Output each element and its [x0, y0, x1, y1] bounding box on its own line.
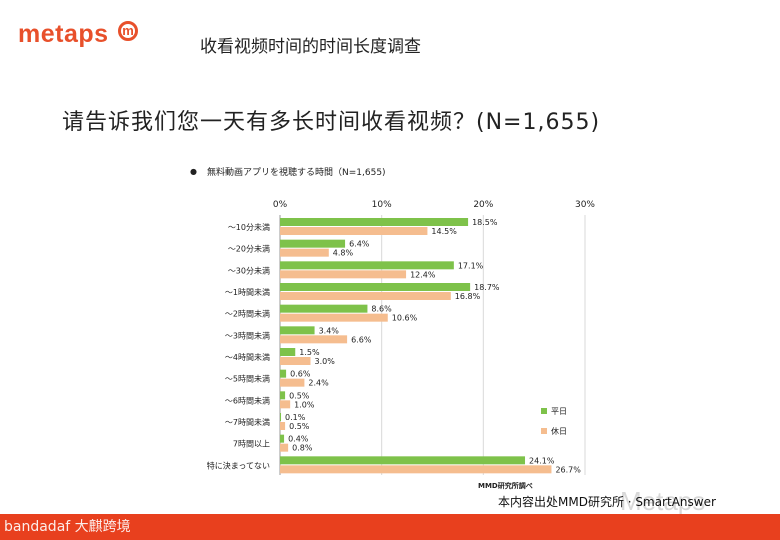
category-label: ～30分未満 — [228, 265, 270, 275]
bar-holiday — [280, 270, 407, 279]
bar-chart: ● 無料動画アプリを視聴する時間（N=1,655) 0% 10% 20% 30% 18… — [190, 166, 596, 490]
bar-holiday — [280, 335, 348, 344]
bar-weekday — [280, 326, 315, 335]
category-label: ～10分未満 — [228, 222, 270, 232]
legend-swatch — [541, 428, 547, 434]
category-label: ～1時間未満 — [225, 287, 270, 297]
data-label: 0.8% — [292, 444, 313, 453]
category-label: ～7時間未満 — [225, 417, 270, 427]
data-label: 4.8% — [333, 249, 354, 258]
category-labels: ～10分未満 ～20分未満 ～30分未満 ～1時間未満 ～2時間未満 ～3時間未満 ～4時間… — [207, 222, 270, 470]
source-note: 本内容出处MMD研究所 · SmartAnswer — [498, 495, 716, 509]
data-label: 16.8% — [455, 292, 481, 301]
chart-bars: 18.5% 14.5% 6.4%4.8% 17.1% 12.4% 18.7%16.8% 8.… — [280, 218, 581, 474]
bar-weekday — [280, 369, 287, 378]
data-label: 24.1% — [529, 456, 555, 465]
bar-holiday — [280, 227, 428, 235]
bar-weekday — [280, 283, 471, 291]
bar-weekday — [280, 261, 454, 270]
data-label: 17.1% — [458, 261, 484, 270]
bar-weekday — [280, 304, 368, 313]
footer-bar — [0, 514, 780, 540]
survey-question: 请告诉我们您一天有多长时间收看视频？(N=1,655) — [62, 110, 601, 135]
data-label: 0.4% — [288, 435, 309, 444]
bar-weekday — [280, 434, 285, 443]
data-label: 6.4% — [349, 240, 370, 249]
x-axis-ticks: 0% 10% 20% 30% — [273, 200, 596, 210]
bar-holiday — [280, 400, 291, 409]
metaps-logo: metaps — [18, 20, 109, 48]
data-label: 26.7% — [555, 465, 581, 474]
footer-brand: bandadaf 大麒跨境 — [4, 519, 131, 535]
data-label: 3.0% — [315, 357, 336, 366]
bar-weekday — [280, 239, 346, 248]
data-label: 12.4% — [410, 270, 436, 279]
bar-holiday — [280, 378, 305, 387]
category-label: ～3時間未満 — [225, 330, 270, 340]
data-label: 6.6% — [351, 335, 372, 344]
category-label: ～5時間未満 — [225, 374, 270, 384]
bar-weekday — [280, 218, 469, 226]
category-label: ～6時間未満 — [225, 395, 270, 405]
data-label: 18.7% — [474, 283, 500, 292]
bar-holiday — [280, 465, 552, 474]
watermark: Metaps — [620, 486, 706, 516]
x-tick-label: 10% — [372, 200, 392, 210]
bar-holiday — [280, 357, 311, 365]
slide-title: 收看视频时间的时间长度调查 — [200, 37, 421, 57]
data-label: 18.5% — [472, 218, 498, 227]
x-tick-label: 20% — [473, 200, 493, 210]
bar-holiday — [280, 313, 388, 322]
data-label: 1.0% — [294, 400, 315, 409]
data-label: 0.1% — [285, 413, 306, 422]
category-label: ～20分未満 — [228, 244, 270, 254]
x-tick-label: 30% — [575, 200, 595, 210]
data-label: 3.4% — [319, 326, 340, 335]
category-label: ～2時間未満 — [225, 309, 270, 319]
data-label: 0.6% — [290, 370, 311, 379]
data-label: 8.6% — [371, 305, 392, 314]
data-label: 10.6% — [392, 314, 418, 323]
bar-holiday — [280, 443, 289, 452]
data-label: 1.5% — [299, 348, 320, 357]
data-label: 0.5% — [289, 391, 310, 400]
bar-weekday — [280, 348, 296, 356]
chart-title-bullet: ● — [190, 167, 197, 176]
data-label: 0.5% — [289, 422, 310, 431]
bar-weekday — [280, 413, 282, 421]
bar-holiday — [280, 292, 451, 300]
data-label: 14.5% — [431, 227, 457, 236]
chart-gridlines — [279, 215, 586, 475]
chart-title: 無料動画アプリを視聴する時間（N=1,655) — [207, 166, 386, 178]
category-label: 7時間以上 — [233, 440, 270, 449]
bar-weekday — [280, 391, 286, 400]
metaps-logo-mark-icon: m — [118, 21, 138, 41]
x-tick-label: 0% — [273, 200, 288, 210]
bar-holiday — [280, 422, 286, 430]
category-label: ～4時間未満 — [225, 352, 270, 362]
legend-label: 休日 — [551, 426, 567, 436]
data-label: 2.4% — [308, 379, 329, 388]
legend-swatch — [541, 408, 547, 414]
chart-source: MMD研究所調べ — [478, 481, 533, 490]
legend-label: 平日 — [551, 407, 567, 416]
category-label: 特に決まってない — [207, 460, 270, 470]
bar-weekday — [280, 456, 526, 465]
bar-holiday — [280, 248, 329, 257]
